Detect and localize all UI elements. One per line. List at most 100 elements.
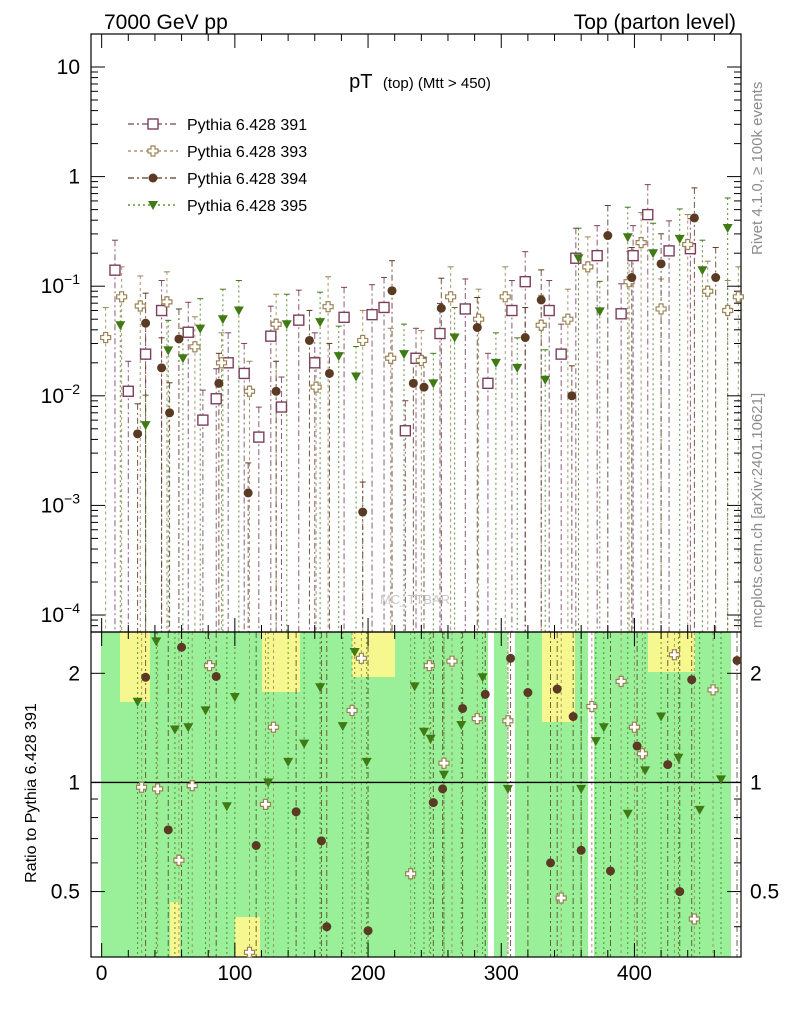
data-point [243, 385, 256, 397]
ratio-point [458, 703, 468, 713]
mcplots-label: mcplots.cern.ch [arXiv:2401.10621] [749, 393, 766, 628]
header-left: 7000 GeV pp [104, 11, 228, 34]
legend-marker [147, 145, 159, 157]
data-point [436, 303, 446, 313]
ratio-point [291, 807, 301, 817]
band-gap [588, 632, 594, 957]
data-point [415, 354, 427, 367]
ratio-point [675, 887, 685, 897]
data-point [490, 358, 501, 368]
legend-label: Pythia 6.428 393 [187, 144, 307, 161]
data-point [663, 245, 675, 257]
data-point [157, 363, 167, 373]
data-point [271, 386, 281, 396]
ratio-point [186, 780, 198, 792]
data-point [322, 301, 334, 313]
data-point [134, 300, 146, 312]
data-point [482, 377, 494, 390]
data-point [270, 318, 282, 330]
data-point [543, 304, 555, 317]
ratio-point [316, 836, 326, 846]
ratio-point [656, 712, 667, 722]
data-point [281, 320, 292, 330]
ratio-point [576, 784, 587, 794]
data-point [582, 261, 594, 273]
legend-marker [148, 201, 158, 210]
band-gap [488, 632, 494, 957]
data-point [622, 233, 633, 243]
ratio-point [363, 926, 373, 936]
ratio-point [668, 649, 681, 661]
ratio-point [502, 715, 514, 727]
data-point [141, 318, 151, 328]
data-point [189, 341, 201, 353]
ratio-point [322, 922, 332, 932]
x-tick-label: 400 [617, 962, 652, 985]
ratio-y-tick-label-right: 1 [750, 771, 762, 794]
data-point [338, 311, 350, 324]
data-point [399, 425, 412, 437]
data-point [233, 306, 244, 316]
data-point [304, 335, 314, 345]
data-point [197, 414, 209, 426]
y-tick-label: 10−1 [41, 271, 81, 298]
data-point [519, 275, 531, 288]
legend-label: Pythia 6.428 394 [187, 171, 307, 188]
data-point [449, 333, 460, 343]
ratio-point [555, 892, 567, 904]
ratio-point [183, 723, 194, 733]
data-point [512, 363, 523, 373]
ratio-point [267, 721, 280, 733]
ratio-point [151, 637, 162, 647]
data-point [702, 285, 714, 297]
legend: Pythia 6.428 391 Pythia 6.428 393 Pythia 6… [128, 117, 307, 215]
data-point [722, 223, 733, 233]
data-point [195, 324, 206, 334]
data-point [642, 208, 654, 221]
ratio-point [546, 858, 556, 868]
data-point [627, 273, 637, 283]
data-point [116, 291, 128, 303]
ratio-point [132, 697, 143, 707]
data-point [357, 334, 369, 347]
ratio-point [211, 671, 221, 681]
data-point [378, 301, 390, 314]
header-right: Top (parton level) [574, 11, 736, 34]
ratio-point [355, 652, 367, 664]
data-point [689, 213, 699, 223]
ratio-point [361, 757, 372, 767]
data-point [603, 231, 613, 241]
ratio-point [349, 647, 360, 657]
ratio-point [632, 741, 642, 751]
data-point [165, 408, 175, 418]
data-point [536, 295, 546, 305]
ratio-point [576, 845, 586, 855]
data-point [140, 421, 151, 431]
y-tick-label-exp: −3 [64, 490, 80, 506]
data-point [473, 313, 485, 325]
ratio-point [418, 727, 429, 737]
ratio-point [446, 655, 458, 667]
ratio-frame [90, 631, 742, 958]
ratio-point [141, 672, 151, 682]
data-point [635, 236, 647, 249]
data-point [161, 296, 173, 308]
ratio-point [405, 868, 417, 880]
data-point [472, 322, 482, 332]
ratio-point [438, 770, 449, 780]
data-point [315, 318, 326, 328]
y-tick-label-exp: −2 [64, 381, 80, 397]
ratio-y-tick-label-right: 2 [750, 662, 762, 685]
data-point [627, 249, 639, 262]
ratio-point [622, 809, 633, 819]
data-point [122, 385, 134, 397]
y-tick-label-base: 10 [41, 494, 64, 517]
ratio-point [456, 721, 467, 731]
data-point [174, 334, 184, 344]
error-bars [102, 184, 742, 957]
ratio-point [586, 700, 598, 713]
y-tick-label: 10−3 [41, 490, 81, 517]
ratio-point [203, 660, 216, 672]
ratio-point [283, 757, 294, 767]
